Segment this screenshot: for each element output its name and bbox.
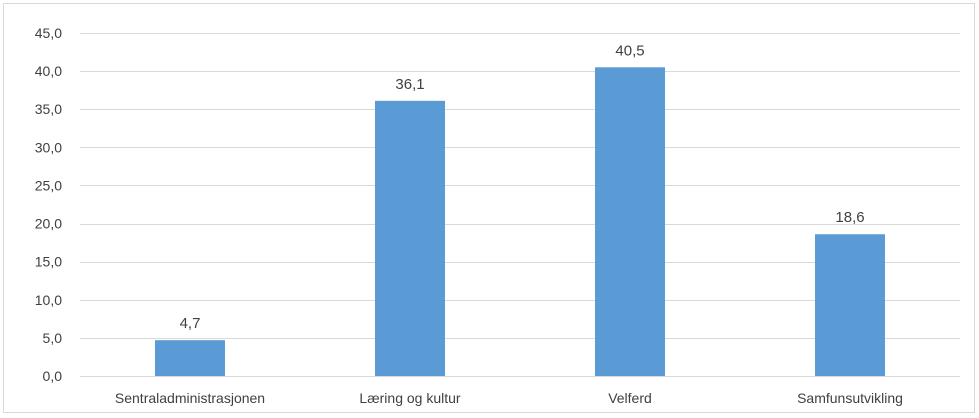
y-tick-label: 45,0 [35,25,62,41]
x-category-label-0: Sentraladministrasjonen [115,390,265,406]
y-axis-ticks: 0,0 5,0 10,0 15,0 20,0 25,0 30,0 35,0 40,0 45,0 [35,25,62,384]
y-tick-label: 35,0 [35,101,62,117]
x-category-label-3: Samfunsutvikling [797,390,903,406]
bar-1 [375,100,445,377]
data-label-3: 18,6 [835,209,864,226]
y-tick-label: 5,0 [43,330,63,346]
y-tick-label: 40,0 [35,63,62,79]
x-category-label-1: Læring og kultur [359,390,461,406]
data-label-0: 4,7 [180,315,201,332]
y-tick-label: 25,0 [35,177,62,193]
data-label-1: 36,1 [395,76,424,93]
bar-3 [815,234,885,376]
data-labels: 4,7 36,1 40,5 18,6 [180,42,865,332]
bar-0 [155,340,225,376]
bar-2 [595,67,665,377]
y-tick-label: 10,0 [35,292,62,308]
gridlines [80,33,960,377]
data-label-2: 40,5 [615,42,644,59]
x-axis-labels: Sentraladministrasjonen Læring og kultur V… [115,390,903,406]
y-tick-label: 30,0 [35,139,62,155]
y-tick-label: 20,0 [35,216,62,232]
y-tick-label: 15,0 [35,254,62,270]
y-tick-label: 0,0 [43,368,63,384]
x-category-label-2: Velferd [608,390,652,406]
bars [155,67,885,377]
